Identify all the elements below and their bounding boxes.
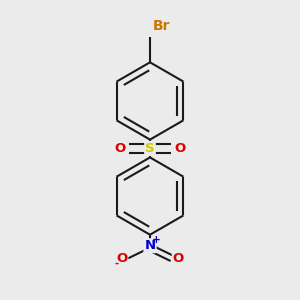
Text: N: N [144, 239, 156, 252]
Text: O: O [173, 252, 184, 265]
Text: Br: Br [153, 19, 170, 33]
Text: O: O [116, 252, 127, 265]
Text: +: + [152, 235, 161, 245]
Text: S: S [145, 142, 155, 155]
Text: O: O [115, 142, 126, 155]
Text: -: - [114, 259, 118, 269]
Text: O: O [174, 142, 185, 155]
